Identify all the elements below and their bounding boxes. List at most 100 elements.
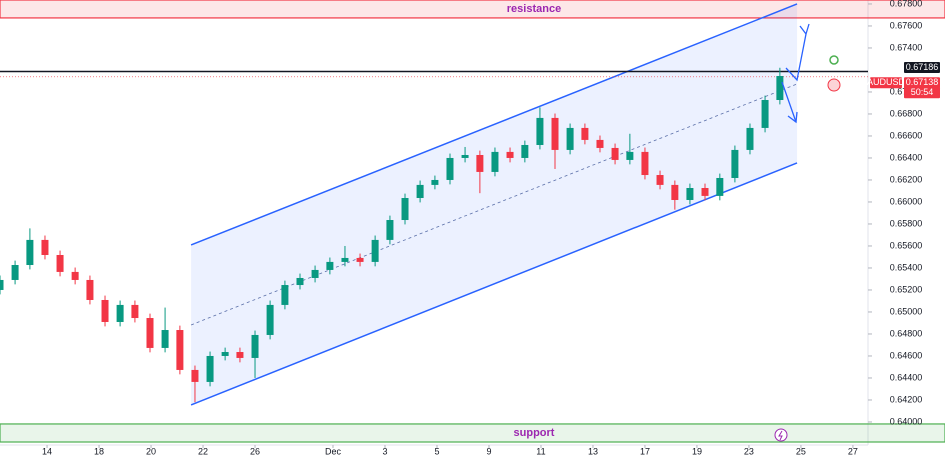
- candle-body: [776, 76, 784, 100]
- candle-body: [26, 239, 34, 266]
- x-tick-label: 26: [250, 446, 260, 455]
- y-tick-label: 0.65800: [890, 218, 923, 228]
- y-tick-label: 0.66200: [890, 174, 923, 184]
- candle-body: [686, 187, 694, 200]
- candle-body: [491, 151, 499, 172]
- y-tick-label: 0.66400: [890, 152, 923, 162]
- candle-body: [671, 184, 679, 200]
- x-tick-label: 18: [94, 446, 104, 455]
- y-tick-label: 0.67600: [890, 20, 923, 30]
- candle-body: [476, 154, 484, 172]
- y-tick-label: 0.65400: [890, 262, 923, 272]
- candle-body: [386, 220, 394, 240]
- x-tick-label: 23: [744, 446, 754, 455]
- candle-body: [161, 330, 169, 348]
- countdown-label: 50:54: [911, 87, 934, 97]
- candle-body: [251, 334, 259, 358]
- x-tick-label: 20: [146, 446, 156, 455]
- candle-body: [431, 179, 439, 185]
- countdown-label-bg: [904, 87, 940, 99]
- candle-body: [611, 147, 619, 160]
- candle-body: [461, 154, 469, 158]
- candle-body: [236, 352, 244, 358]
- x-tick-label: 19: [692, 446, 702, 455]
- x-tick-label: 3: [382, 446, 387, 455]
- candle-body: [401, 198, 409, 221]
- x-tick-label: 14: [42, 446, 52, 455]
- support-label: support: [514, 427, 555, 439]
- y-tick-label: 0.64800: [890, 328, 923, 338]
- candle-body: [371, 239, 379, 262]
- candle-body: [641, 151, 649, 176]
- candle-body: [191, 369, 199, 382]
- y-tick-label: 0.64400: [890, 372, 923, 382]
- x-tick-label: 17: [640, 446, 650, 455]
- lightning-icon: [774, 428, 788, 442]
- arrow-down: [781, 81, 797, 123]
- y-tick-label: 0.65200: [890, 284, 923, 294]
- candle-body: [296, 277, 304, 286]
- x-tick-label: Dec: [325, 446, 342, 455]
- symbol-label: AUDUSD: [867, 77, 906, 87]
- candle-body: [506, 151, 514, 158]
- y-tick-label: 0.67800: [890, 0, 923, 8]
- candle-body: [446, 157, 454, 180]
- candle-body: [101, 299, 109, 322]
- last-price-label: 0.67138: [906, 77, 939, 87]
- resistance-zone: [0, 0, 945, 19]
- y-tick-label: 0.64200: [890, 394, 923, 404]
- candle-body: [551, 117, 559, 150]
- y-tick-label: 0.66600: [890, 130, 923, 140]
- horizontal-line-label: 0.67186: [906, 62, 939, 72]
- candle-body: [41, 239, 49, 255]
- x-tick-label: 11: [536, 446, 545, 455]
- y-tick-label: 0.67400: [890, 42, 923, 52]
- candle-body: [566, 127, 574, 150]
- x-tick-label: 27: [848, 446, 858, 455]
- candle-body: [71, 271, 79, 280]
- marker-green: [829, 55, 839, 65]
- candle-body: [0, 279, 4, 290]
- candle-body: [521, 144, 529, 158]
- y-tick-label: 0.66000: [890, 196, 923, 206]
- icon-bolt: [778, 430, 783, 441]
- channel-lower: [190, 162, 798, 406]
- candle-body: [326, 261, 334, 270]
- candle-body: [581, 127, 589, 140]
- x-tick-label: 9: [486, 446, 491, 455]
- arrow-head: [787, 111, 798, 124]
- candle-body: [596, 139, 604, 148]
- candle-body: [761, 99, 769, 128]
- candle-body: [146, 318, 154, 348]
- candle-body: [341, 257, 349, 262]
- candle-body: [86, 279, 94, 300]
- candle-body: [416, 184, 424, 199]
- candle-body: [176, 330, 184, 370]
- candle-body: [626, 151, 634, 160]
- y-tick-label: 0.65600: [890, 240, 923, 250]
- arrow-head: [799, 23, 810, 36]
- arrow-up: [785, 33, 807, 82]
- candle-body: [11, 265, 19, 280]
- channel-upper: [190, 3, 798, 246]
- candle-body: [281, 285, 289, 305]
- candle-body: [716, 177, 724, 196]
- x-tick-label: 25: [796, 446, 806, 455]
- x-tick-label: 13: [588, 446, 598, 455]
- y-tick-label: 0.65000: [890, 306, 923, 316]
- candle-body: [56, 254, 64, 272]
- candle-body: [311, 269, 319, 278]
- y-tick-label: 0.64600: [890, 350, 923, 360]
- candle-body: [131, 304, 139, 319]
- y-tick-label: 0.64000: [890, 416, 923, 426]
- marker-red: [827, 78, 841, 92]
- candle-body: [731, 149, 739, 178]
- candle-body: [116, 304, 124, 322]
- candle-body: [206, 355, 214, 382]
- support-zone: [0, 423, 945, 443]
- y-tick-label: 0.66800: [890, 108, 923, 118]
- candle-body: [701, 187, 709, 196]
- candle-body: [221, 352, 229, 356]
- candle-body: [356, 257, 364, 262]
- horizontal-line-label-bg: [904, 62, 940, 74]
